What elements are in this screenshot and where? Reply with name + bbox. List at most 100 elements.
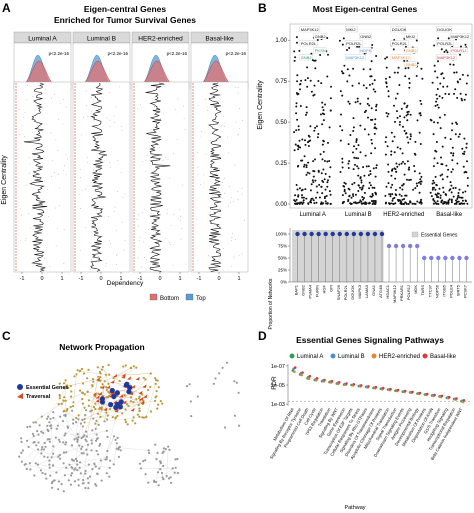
dependency-point: [182, 184, 183, 186]
gene-label-box: [313, 47, 327, 54]
network-node: [49, 474, 52, 477]
network-edge: [64, 415, 80, 446]
traversal-node: [130, 407, 135, 412]
scatter-point: [365, 165, 368, 168]
legend-her2-label: HER2-enriched: [379, 354, 420, 360]
essential-gene-node: [111, 393, 117, 400]
dependency-point: [21, 125, 23, 127]
scatter-point: [433, 200, 436, 203]
dependency-point: [223, 116, 224, 117]
network-node: [41, 446, 44, 449]
network-node: [108, 373, 111, 376]
facet-strip-label: Basal-like: [205, 36, 234, 43]
scatter-category: [293, 36, 332, 205]
essential-gene-node: [118, 399, 124, 405]
dependency-point: [143, 241, 145, 243]
network-node: [117, 448, 120, 451]
network-node: [46, 424, 49, 427]
scatter-point: [404, 201, 407, 204]
dependency-point: [22, 92, 24, 93]
scatter-point: [338, 39, 341, 42]
scatter-point: [321, 143, 324, 146]
scatter-point: [451, 159, 454, 162]
x-tick-label: 1: [178, 276, 181, 282]
scatter-point: [348, 74, 351, 77]
scatter-point: [314, 179, 317, 182]
scatter-point: [416, 62, 419, 65]
scatter-point: [367, 116, 369, 119]
scatter-point: [323, 113, 326, 116]
scatter-point: [452, 152, 455, 155]
network-node: [82, 478, 85, 482]
dependency-point: [110, 243, 111, 244]
dependency-point: [84, 227, 86, 229]
scatter-point: [419, 201, 422, 204]
network-node: [94, 402, 97, 405]
gene-label: MAP3K12: [451, 34, 470, 39]
network-node: [116, 414, 119, 417]
dependency-point: [197, 260, 199, 261]
scatter-point: [420, 103, 423, 105]
network-node: [72, 459, 75, 462]
dependency-point: [159, 147, 160, 149]
dependency-point: [92, 257, 94, 259]
scatter-point: [388, 202, 390, 205]
traversal-node: [127, 376, 131, 380]
network-edge: [69, 456, 107, 465]
scatter-point: [399, 115, 401, 118]
network-node: [97, 375, 100, 378]
dependency-point: [58, 205, 60, 206]
scatter-point: [297, 92, 300, 95]
scatter-point: [403, 162, 406, 165]
scatter-point: [466, 202, 469, 205]
scatter-point: [403, 129, 406, 132]
network-node: [117, 455, 120, 458]
network-node: [101, 383, 104, 386]
scatter-point: [396, 92, 399, 95]
scatter-point: [371, 82, 374, 85]
legend-essential-swatch: [17, 384, 23, 390]
network-node: [115, 442, 118, 445]
network-node: [46, 438, 49, 441]
traversal-node: [96, 377, 100, 381]
dependency-point: [219, 251, 220, 253]
network-node: [94, 422, 97, 425]
scatter-point: [443, 50, 446, 53]
dependency-point: [160, 201, 161, 202]
dependency-point: [25, 238, 27, 239]
scatter-point: [414, 153, 417, 156]
scatter-point: [321, 123, 324, 126]
scatter-point: [329, 193, 332, 196]
scatter-point: [362, 68, 365, 71]
network-edge: [73, 374, 77, 403]
network-edge: [86, 410, 93, 437]
scatter-point: [401, 184, 404, 187]
dependency-point: [23, 136, 25, 137]
dependency-point: [137, 108, 139, 110]
scatter-point: [352, 126, 355, 129]
scatter-point: [412, 188, 415, 191]
scatter-point: [360, 179, 363, 182]
traversal-node: [92, 392, 97, 396]
network-node: [75, 437, 78, 440]
network-node: [112, 435, 116, 438]
scatter-point: [404, 75, 407, 78]
scatter-point: [374, 203, 377, 205]
pathway-point: [411, 390, 414, 394]
dependency-point: [170, 225, 172, 226]
network-edge: [65, 433, 98, 440]
scatter-point: [453, 92, 455, 95]
scatter-point: [399, 121, 401, 123]
scatter-point: [355, 147, 358, 150]
scatter-point: [374, 90, 377, 93]
network-node: [138, 415, 141, 418]
dependency-point: [105, 265, 106, 267]
network-node: [176, 471, 179, 475]
facet-strip-label: HER2-enriched: [138, 36, 183, 43]
scatter-point: [370, 138, 373, 141]
dependency-point: [28, 213, 30, 214]
network-node: [46, 428, 49, 431]
scatter-point: [420, 202, 423, 205]
dependency-point: [52, 160, 53, 161]
